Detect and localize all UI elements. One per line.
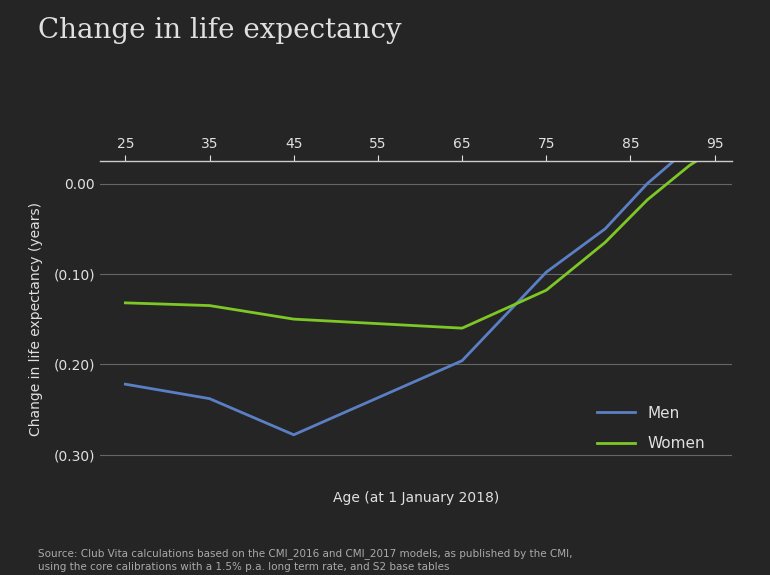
Line: Women: Women xyxy=(126,150,715,328)
Women xyxy=(643,197,652,204)
Men xyxy=(289,431,298,438)
Women xyxy=(205,302,214,309)
Women xyxy=(541,287,551,294)
Women xyxy=(710,146,719,153)
Men xyxy=(457,357,467,364)
Legend: Men, Women: Men, Women xyxy=(591,400,711,457)
Y-axis label: Change in life expectancy (years): Change in life expectancy (years) xyxy=(28,202,42,436)
Women xyxy=(289,316,298,323)
X-axis label: Age (at 1 January 2018): Age (at 1 January 2018) xyxy=(333,491,499,505)
Men xyxy=(541,269,551,275)
Women xyxy=(601,239,610,246)
Text: Source: Club Vita calculations based on the CMI_2016 and CMI_2017 models, as pub: Source: Club Vita calculations based on … xyxy=(38,548,573,572)
Text: Change in life expectancy: Change in life expectancy xyxy=(38,17,402,44)
Men xyxy=(710,131,719,137)
Men xyxy=(205,395,214,402)
Line: Men: Men xyxy=(126,134,715,435)
Men xyxy=(685,144,694,151)
Women xyxy=(457,325,467,332)
Men xyxy=(121,381,130,388)
Men xyxy=(643,180,652,187)
Women xyxy=(121,300,130,306)
Women xyxy=(685,162,694,169)
Men xyxy=(601,225,610,232)
